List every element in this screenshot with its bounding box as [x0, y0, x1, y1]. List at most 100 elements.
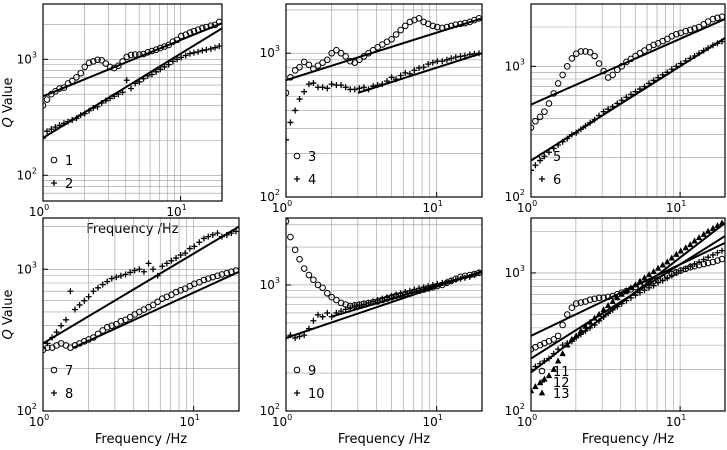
data-point: [60, 84, 68, 91]
tick-exponent: 0: [287, 199, 292, 208]
data-point: [173, 36, 181, 44]
data-point: [99, 281, 106, 288]
tick-base: 10: [260, 46, 275, 60]
data-point: [203, 23, 210, 31]
legend: 56: [538, 150, 561, 188]
data-point: [618, 290, 625, 297]
data-point: [532, 117, 539, 125]
data-point: [609, 306, 616, 313]
data-point: [614, 303, 621, 310]
data-point: [351, 59, 359, 66]
legend: 78: [50, 364, 73, 402]
tick-base: 10: [272, 415, 287, 429]
data-point: [568, 335, 576, 342]
tick-exponent: 3: [520, 264, 525, 273]
data-point: [632, 88, 639, 95]
tick-base: 10: [505, 190, 520, 204]
data-point: [287, 332, 294, 339]
data-point: [177, 32, 185, 40]
data-point: [402, 69, 409, 76]
data-point: [161, 43, 168, 50]
data-point: [623, 297, 630, 304]
data-point: [397, 72, 404, 79]
data-point: [614, 294, 621, 301]
data-point: [90, 334, 97, 341]
data-point: [85, 59, 93, 67]
data-point: [457, 275, 464, 282]
data-point: [388, 74, 395, 81]
data-point: [379, 295, 386, 302]
data-point: [623, 287, 630, 294]
data-point: [691, 25, 698, 32]
data-point: [568, 131, 575, 138]
data-point: [305, 81, 312, 88]
tick-base: 10: [666, 201, 681, 215]
data-point: [650, 41, 657, 49]
x-axis-label: Frequency /Hz: [338, 432, 430, 447]
data-point: [636, 289, 643, 296]
legend-label: 2: [65, 177, 73, 192]
tick-exponent: 2: [275, 402, 280, 411]
data-point: [140, 268, 147, 275]
data-point: [123, 77, 130, 84]
data-point: [296, 96, 303, 103]
data-point: [207, 45, 214, 52]
data-point: [591, 52, 598, 60]
data-point: [677, 267, 684, 274]
legend-marker: [538, 152, 546, 160]
data-point: [58, 322, 65, 329]
data-point: [287, 74, 294, 81]
data-point: [98, 57, 105, 64]
data-point: [682, 265, 689, 272]
data-point: [127, 85, 134, 92]
data-point: [673, 250, 680, 257]
data-point: [232, 228, 239, 235]
data-point: [531, 167, 534, 174]
data-point: [328, 313, 335, 320]
data-point: [393, 76, 400, 83]
data-point: [618, 97, 625, 104]
data-point: [305, 61, 313, 69]
y-tick-label: 103: [505, 57, 525, 73]
data-point: [416, 64, 423, 71]
data-point: [212, 44, 219, 51]
fit-line: [357, 52, 482, 94]
data-point: [310, 276, 317, 284]
data-point: [347, 304, 354, 311]
data-point: [200, 235, 207, 242]
legend-marker: [50, 156, 58, 164]
tick-exponent: 0: [532, 413, 537, 422]
data-point: [532, 162, 539, 169]
tick-exponent: 3: [32, 260, 37, 269]
data-point: [89, 58, 97, 65]
data-point: [49, 334, 56, 341]
series-3: [286, 14, 482, 97]
data-point: [411, 67, 418, 74]
data-point: [406, 287, 413, 294]
legend-label: 5: [553, 150, 561, 165]
data-point: [174, 56, 181, 63]
data-point: [182, 250, 189, 257]
data-point: [338, 308, 345, 315]
data-point: [709, 42, 716, 49]
data-point: [153, 68, 160, 75]
data-point: [718, 13, 725, 20]
data-point: [687, 263, 694, 270]
data-point: [636, 277, 644, 284]
data-point: [677, 60, 684, 67]
data-point: [591, 321, 598, 328]
data-point: [604, 302, 612, 309]
data-point: [709, 15, 717, 23]
data-point: [296, 255, 303, 263]
tick-base: 10: [517, 201, 532, 215]
data-point: [319, 84, 326, 91]
data-point: [291, 67, 299, 74]
data-point: [537, 360, 544, 367]
data-point: [356, 85, 363, 92]
y-tick-label: 102: [17, 166, 37, 182]
data-point: [131, 51, 139, 58]
data-point: [209, 273, 217, 281]
data-point: [655, 279, 662, 286]
